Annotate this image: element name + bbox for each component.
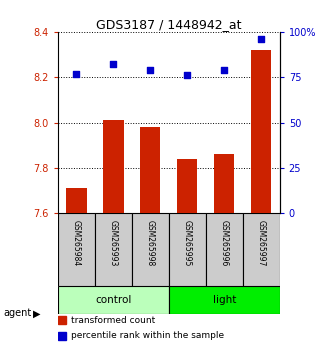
Point [111, 62, 116, 67]
Bar [169, 213, 206, 286]
Text: GSM265997: GSM265997 [257, 221, 266, 267]
Text: GSM265984: GSM265984 [72, 221, 81, 267]
Text: ▶: ▶ [33, 308, 41, 318]
Bar [140, 127, 161, 213]
Text: light: light [213, 295, 236, 305]
Bar [214, 154, 234, 213]
Text: GSM265993: GSM265993 [109, 221, 118, 267]
Text: GSM265998: GSM265998 [146, 221, 155, 267]
Text: control: control [95, 295, 131, 305]
Point [74, 71, 79, 76]
Text: transformed count: transformed count [71, 316, 156, 325]
Point [148, 67, 153, 73]
Bar [58, 286, 169, 314]
Text: percentile rank within the sample: percentile rank within the sample [71, 331, 224, 340]
Point [259, 36, 264, 42]
Bar [58, 331, 66, 339]
Point [185, 73, 190, 78]
Bar [66, 188, 87, 213]
Bar [169, 286, 280, 314]
Bar [243, 213, 280, 286]
Bar [58, 213, 95, 286]
Text: GSM265996: GSM265996 [220, 221, 229, 267]
Text: agent: agent [3, 308, 31, 318]
Bar [103, 120, 123, 213]
Bar [95, 213, 132, 286]
Bar [58, 316, 66, 324]
Bar [177, 159, 198, 213]
Bar [251, 50, 271, 213]
Bar [206, 213, 243, 286]
Bar [132, 213, 169, 286]
Title: GDS3187 / 1448942_at: GDS3187 / 1448942_at [96, 18, 242, 31]
Text: GSM265995: GSM265995 [183, 221, 192, 267]
Point [221, 67, 227, 73]
